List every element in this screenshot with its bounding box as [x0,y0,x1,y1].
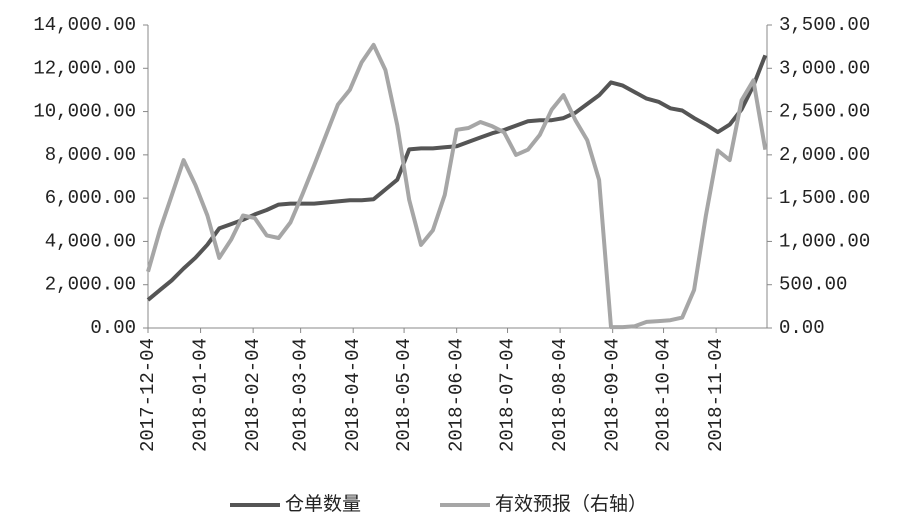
y2-tick-label: 500.00 [779,274,847,296]
x-tick-label: 2017-12-04 [137,338,159,452]
x-tick-label: 2018-04-04 [342,338,364,452]
legend-label: 仓单数量 [285,493,361,516]
y2-tick-label: 3,500.00 [779,14,870,36]
y-tick-label: 14,000.00 [33,14,136,36]
y2-tick-label: 1,000.00 [779,230,870,252]
x-tick-label: 2018-11-04 [705,338,727,452]
y2-tick-label: 0.00 [779,317,825,339]
series-line [146,42,768,330]
y2-tick-label: 2,000.00 [779,144,870,166]
x-tick-label: 2018-07-04 [497,338,519,452]
x-tick-label: 2018-08-04 [549,338,571,452]
x-tick-label: 2018-03-04 [290,338,312,452]
x-tick-label: 2018-09-04 [602,338,624,452]
y2-tick-label: 2,500.00 [779,101,870,123]
y2-tick-label: 1,500.00 [779,187,870,209]
y-tick-label: 8,000.00 [45,144,136,166]
y-tick-label: 10,000.00 [33,101,136,123]
x-tick-label: 2018-02-04 [242,338,264,452]
x-tick-label: 2018-10-04 [653,338,675,452]
x-tick-label: 2018-06-04 [446,338,468,452]
y-tick-label: 4,000.00 [45,230,136,252]
y-tick-label: 6,000.00 [45,187,136,209]
y2-tick-label: 3,000.00 [779,57,870,79]
legend-label: 有效预报（右轴） [495,493,647,516]
x-tick-label: 2018-05-04 [393,338,415,452]
series-line [146,54,768,302]
y-tick-label: 2,000.00 [45,274,136,296]
x-tick-label: 2018-01-04 [190,338,212,452]
y-tick-label: 0.00 [90,317,136,339]
y-tick-label: 12,000.00 [33,57,136,79]
